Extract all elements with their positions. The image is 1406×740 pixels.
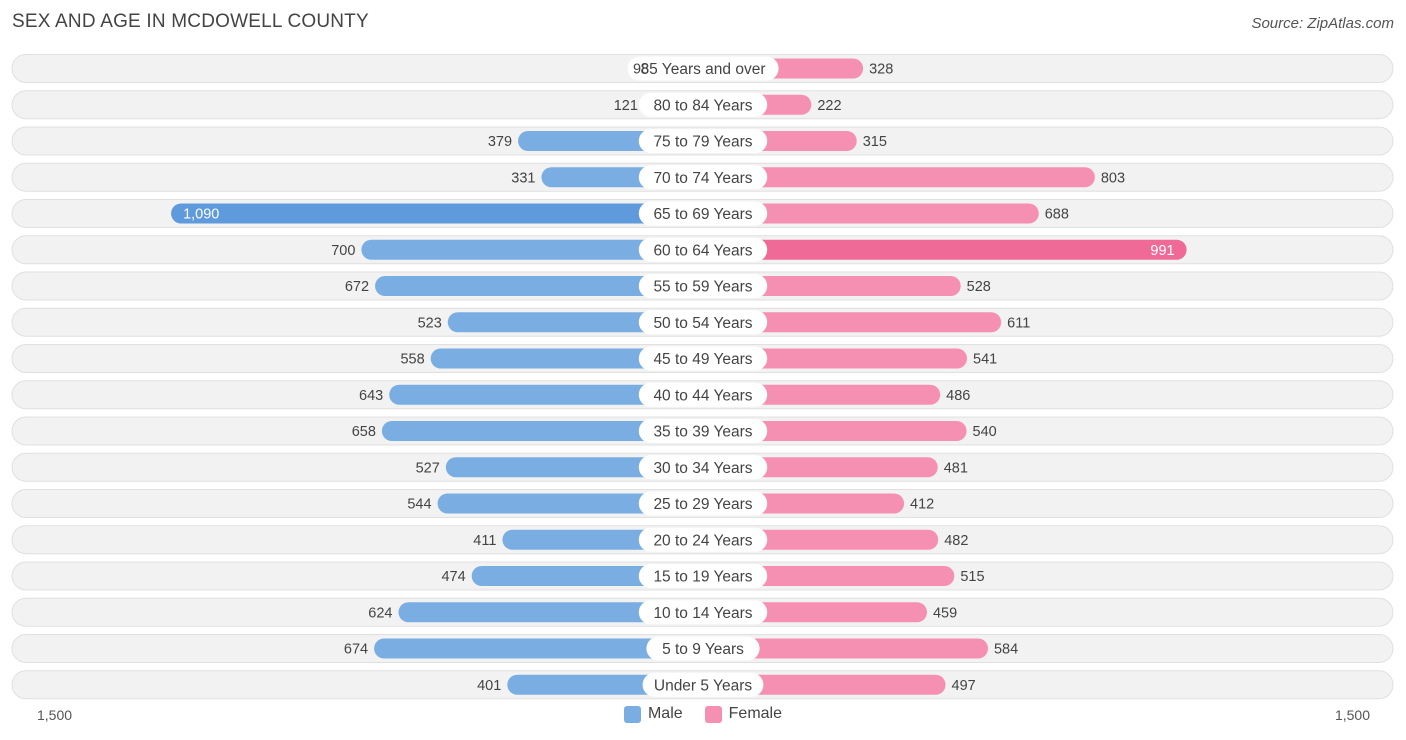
- value-label-male: 379: [488, 134, 512, 150]
- category-label-bg: [638, 382, 768, 407]
- value-label-female: 541: [973, 352, 997, 368]
- category-label: Under 5 Years: [654, 677, 752, 694]
- value-label-male: 544: [407, 497, 431, 513]
- bar-male: [361, 239, 713, 260]
- category-label-bg: [638, 600, 768, 625]
- category-label-bg: [627, 56, 779, 81]
- value-label-female: 328: [869, 62, 893, 78]
- value-label-female: 482: [944, 533, 968, 549]
- category-label-bg: [638, 274, 768, 298]
- category-label: 5 to 9 Years: [662, 641, 744, 658]
- value-label-male: 674: [344, 642, 368, 658]
- legend-label-male: Male: [647, 705, 683, 722]
- value-label-female: 497: [952, 678, 976, 694]
- bar-male: [389, 384, 713, 405]
- bar-female: [693, 638, 988, 659]
- value-label-female: 991: [1150, 243, 1174, 259]
- axis-min-label: 1,500: [37, 707, 73, 723]
- value-label-male: 658: [352, 424, 376, 440]
- value-label-female: 412: [910, 497, 934, 513]
- category-label: 35 to 39 Years: [653, 424, 752, 441]
- category-label-bg: [638, 491, 768, 516]
- category-label-bg: [638, 165, 768, 190]
- category-label-bg: [638, 237, 768, 262]
- category-label-bg: [638, 455, 768, 480]
- category-label-bg: [638, 527, 768, 552]
- value-label-female: 688: [1045, 207, 1069, 223]
- value-label-female: 315: [863, 134, 887, 150]
- value-label-male: 331: [511, 170, 535, 186]
- bar-male: [398, 602, 713, 623]
- legend-item-male[interactable]: Male: [623, 705, 683, 723]
- category-label: 55 to 59 Years: [653, 279, 752, 296]
- category-label: 10 to 14 Years: [653, 605, 752, 622]
- value-label-female: 803: [1101, 170, 1125, 186]
- legend-swatch-female: [704, 705, 722, 723]
- legend-label-female: Female: [728, 705, 783, 722]
- bar-male: [375, 276, 713, 296]
- value-label-female: 584: [994, 642, 1018, 658]
- bar-female: [693, 239, 1187, 260]
- category-label-bg: [638, 310, 768, 335]
- category-label-bg: [638, 201, 768, 226]
- chart-title: SEX AND AGE IN MCDOWELL COUNTY: [12, 11, 369, 32]
- bar-male: [171, 203, 713, 224]
- category-label: 45 to 49 Years: [653, 351, 752, 368]
- value-label-female: 222: [817, 98, 841, 114]
- legend-item-female[interactable]: Female: [704, 705, 783, 723]
- value-label-male: 558: [400, 352, 424, 368]
- value-label-female: 459: [933, 605, 957, 621]
- category-label: 40 to 44 Years: [653, 387, 752, 404]
- category-label: 60 to 64 Years: [653, 242, 752, 259]
- category-label: 15 to 19 Years: [653, 569, 752, 586]
- category-label: 75 to 79 Years: [653, 134, 752, 151]
- value-label-female: 481: [944, 460, 968, 476]
- value-label-female: 515: [960, 569, 984, 585]
- axis-max-label: 1,500: [1334, 707, 1370, 723]
- value-label-female: 528: [967, 279, 991, 295]
- category-label-bg: [642, 672, 764, 697]
- value-label-female: 540: [973, 424, 997, 440]
- value-label-male: 411: [473, 533, 496, 549]
- category-label-bg: [638, 129, 768, 153]
- legend: Male Female: [0, 705, 1406, 723]
- value-label-male: 121: [614, 98, 638, 114]
- value-label-male: 1,090: [183, 207, 219, 223]
- category-label-bg: [638, 564, 768, 588]
- bar-male: [374, 638, 713, 659]
- bar-male: [381, 421, 713, 441]
- value-label-male: 474: [441, 569, 465, 585]
- bar-female: [693, 312, 1002, 333]
- category-label-bg: [638, 346, 768, 371]
- value-label-male: 643: [359, 388, 383, 404]
- value-label-male: 700: [331, 243, 355, 259]
- category-label: 20 to 24 Years: [653, 532, 752, 549]
- category-label: 85 Years and over: [641, 61, 766, 78]
- value-label-male: 401: [477, 678, 501, 694]
- category-label: 30 to 34 Years: [653, 460, 752, 477]
- category-label: 80 to 84 Years: [653, 97, 752, 114]
- value-label-male: 672: [345, 279, 369, 295]
- category-label: 70 to 74 Years: [653, 170, 752, 187]
- category-label-bg: [646, 636, 760, 661]
- bar-female: [693, 167, 1095, 188]
- chart-source: Source: ZipAtlas.com: [1251, 15, 1394, 32]
- value-label-male: 98: [633, 62, 649, 78]
- category-label: 25 to 29 Years: [653, 496, 752, 513]
- category-label: 65 to 69 Years: [653, 206, 752, 223]
- value-label-male: 624: [368, 605, 392, 621]
- bar-female: [693, 203, 1039, 224]
- category-label: 50 to 54 Years: [653, 315, 752, 332]
- value-label-male: 527: [416, 460, 440, 476]
- value-label-female: 486: [946, 388, 970, 404]
- legend-swatch-male: [623, 705, 641, 723]
- category-label-bg: [638, 92, 768, 117]
- value-label-male: 523: [418, 315, 442, 331]
- category-label-bg: [638, 419, 768, 443]
- value-label-female: 611: [1007, 315, 1030, 331]
